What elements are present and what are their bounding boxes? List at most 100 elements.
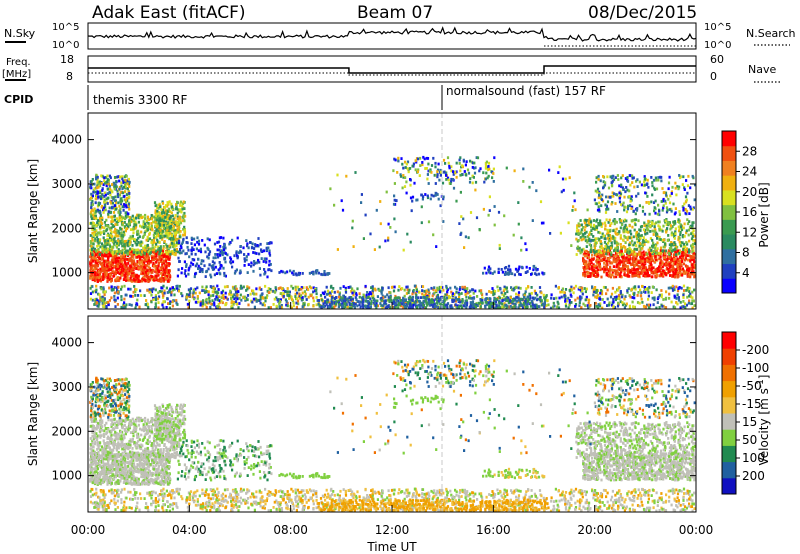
power-cell bbox=[653, 230, 656, 233]
power-cell bbox=[223, 256, 226, 260]
power-cell bbox=[113, 264, 116, 268]
power-cell bbox=[689, 292, 692, 296]
power-cell bbox=[582, 252, 585, 256]
power-cell bbox=[128, 221, 131, 225]
power-cell bbox=[98, 261, 102, 264]
power-cell bbox=[113, 286, 116, 289]
power-cell bbox=[607, 234, 610, 237]
power-cell bbox=[143, 261, 146, 265]
power-cell bbox=[91, 231, 94, 235]
power-cell bbox=[124, 201, 128, 204]
power-cell bbox=[432, 194, 435, 198]
power-cell bbox=[103, 195, 106, 198]
power-cell bbox=[124, 247, 127, 251]
power-cell bbox=[157, 207, 160, 210]
power-cell bbox=[584, 218, 587, 222]
power-cell bbox=[142, 269, 145, 273]
power-cell bbox=[95, 267, 98, 270]
power-cell bbox=[420, 205, 423, 209]
power-cell bbox=[655, 273, 658, 276]
power-cell bbox=[156, 206, 159, 210]
power-cell bbox=[580, 238, 583, 242]
power-cell bbox=[624, 295, 627, 298]
power-cell bbox=[588, 237, 591, 241]
power-cell bbox=[93, 216, 96, 220]
power-cell bbox=[585, 230, 588, 234]
power-cell bbox=[90, 201, 93, 205]
power-cell bbox=[91, 275, 94, 279]
power-cell bbox=[156, 250, 159, 254]
power-cell bbox=[654, 211, 657, 215]
power-cell bbox=[147, 246, 150, 249]
power-cell bbox=[94, 211, 97, 215]
power-cell bbox=[155, 223, 158, 227]
power-cell bbox=[132, 274, 135, 277]
nsearch-label: N.Search bbox=[746, 27, 796, 40]
power-cell bbox=[185, 236, 188, 240]
power-cell bbox=[692, 256, 695, 259]
power-cell bbox=[126, 257, 129, 261]
power-cell bbox=[120, 242, 123, 245]
power-cell bbox=[432, 233, 435, 237]
power-cell bbox=[522, 167, 525, 171]
power-cell bbox=[151, 269, 154, 272]
power-cell bbox=[397, 159, 400, 163]
power-cell bbox=[637, 261, 640, 264]
power-cell bbox=[106, 178, 109, 181]
power-cell bbox=[577, 249, 580, 252]
power-cell bbox=[216, 241, 219, 244]
power-cell bbox=[575, 253, 578, 256]
power-cell bbox=[208, 263, 211, 267]
power-cell bbox=[589, 250, 592, 254]
power-cell bbox=[400, 157, 403, 160]
power-cell bbox=[634, 218, 638, 222]
power-cell bbox=[644, 252, 647, 256]
power-cell bbox=[255, 292, 258, 296]
power-cell bbox=[418, 174, 421, 177]
power-cell bbox=[150, 227, 153, 231]
power-cell bbox=[662, 254, 665, 258]
power-cell bbox=[151, 256, 154, 260]
power-cell bbox=[479, 167, 482, 171]
power-cell bbox=[93, 270, 96, 274]
power-cell bbox=[164, 234, 167, 238]
power-cell bbox=[691, 221, 694, 225]
power-cell bbox=[635, 262, 638, 266]
power-cell bbox=[586, 223, 589, 227]
power-cell bbox=[487, 161, 491, 165]
power-cell bbox=[663, 191, 666, 194]
power-cell bbox=[123, 203, 126, 206]
power-cell bbox=[92, 189, 95, 192]
power-cell bbox=[141, 271, 144, 275]
power-cell bbox=[681, 205, 684, 208]
power-cell bbox=[134, 263, 137, 266]
power-cell bbox=[648, 274, 651, 277]
power-cell bbox=[155, 254, 158, 258]
power-cell bbox=[518, 272, 521, 276]
power-cell bbox=[94, 257, 97, 260]
power-cell bbox=[165, 265, 168, 268]
power-cell bbox=[251, 242, 254, 246]
power-cell bbox=[143, 252, 146, 255]
power-cell bbox=[681, 235, 684, 239]
power-cell bbox=[602, 175, 605, 178]
power-cell bbox=[393, 182, 396, 185]
power-cell bbox=[143, 225, 146, 229]
power-cell bbox=[609, 265, 612, 269]
power-cell bbox=[89, 274, 92, 277]
power-cell bbox=[493, 223, 496, 227]
power-cell bbox=[693, 275, 696, 279]
power-cell bbox=[185, 263, 188, 266]
power-cell bbox=[170, 241, 174, 245]
power-cell bbox=[682, 234, 685, 237]
power-cell bbox=[96, 178, 99, 181]
power-cell bbox=[612, 269, 615, 272]
power-cell bbox=[114, 195, 117, 199]
power-cell bbox=[473, 166, 476, 170]
power-cell bbox=[176, 215, 179, 219]
date-title: 08/Dec/2015 bbox=[588, 3, 697, 23]
power-cell bbox=[596, 261, 599, 265]
power-cell bbox=[395, 199, 398, 202]
power-cell bbox=[575, 232, 578, 236]
power-cell bbox=[646, 178, 649, 182]
